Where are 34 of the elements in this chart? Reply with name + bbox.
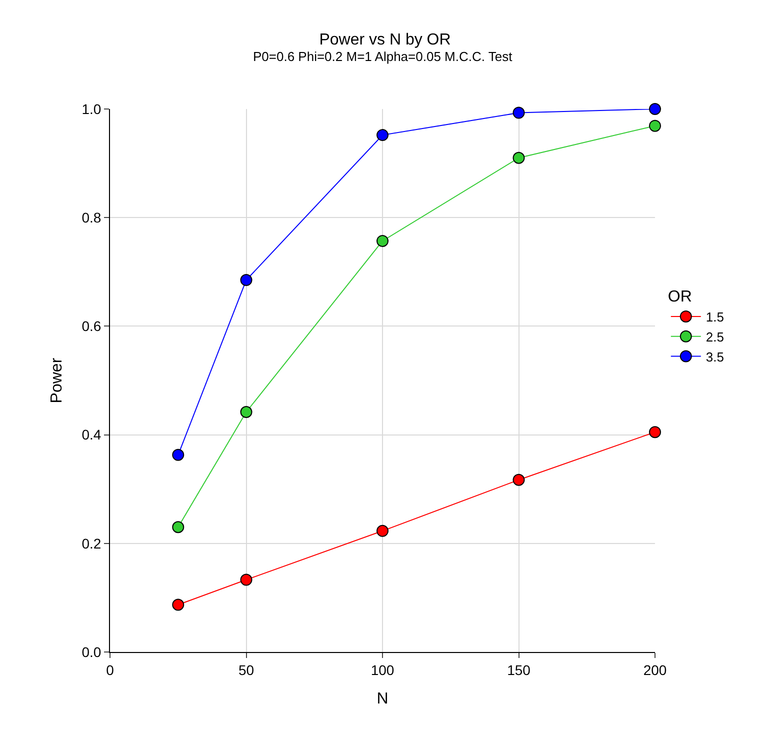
chart-title: Power vs N by OR	[319, 31, 451, 48]
point	[512, 106, 525, 119]
point	[649, 103, 661, 115]
x-axis-title: N	[376, 690, 388, 708]
chart-subtitle: P0=0.6 Phi=0.2 M=1 Alpha=0.05 M.C.C. Test	[253, 49, 513, 64]
x-tick-label: 50	[238, 662, 254, 678]
y-axis-title: Power	[48, 357, 66, 404]
y-tick-label: 0.0	[82, 644, 102, 660]
point	[376, 234, 388, 247]
legend-label: 1.5	[706, 310, 724, 325]
point	[240, 406, 252, 418]
y-tick-label: 0.2	[82, 535, 102, 552]
y-tick-label: 0.8	[82, 210, 102, 226]
point	[240, 274, 252, 286]
point	[376, 524, 388, 537]
point	[512, 474, 525, 486]
x-tick-label: 200	[643, 662, 667, 678]
x-tick-label: 0	[106, 662, 114, 678]
point	[172, 448, 184, 461]
x-tick-label: 150	[507, 662, 531, 678]
point	[376, 129, 388, 142]
point	[240, 574, 252, 586]
y-tick-label: 0.4	[82, 426, 102, 443]
legend-label: 2.5	[706, 329, 724, 344]
legend-label: 3.5	[706, 349, 724, 364]
y-tick-label: 1.0	[82, 100, 102, 117]
point	[649, 120, 661, 132]
point	[512, 152, 525, 164]
point	[172, 521, 184, 534]
y-tick-label: 0.6	[82, 318, 102, 334]
point	[649, 426, 661, 438]
legend-title: OR	[668, 288, 692, 306]
x-tick-label: 100	[370, 662, 394, 678]
point	[172, 598, 184, 611]
